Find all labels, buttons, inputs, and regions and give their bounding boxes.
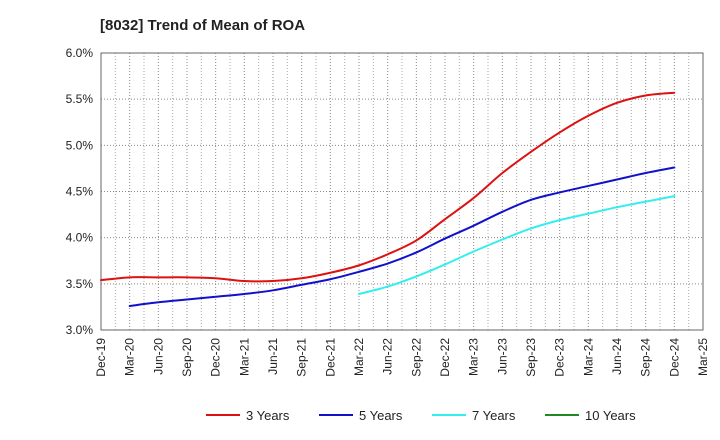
- x-tick-label: Mar-23: [467, 338, 481, 376]
- x-tick-label: Mar-24: [581, 338, 595, 376]
- x-tick-label: Sep-21: [295, 338, 309, 377]
- legend-label: 10 Years: [585, 408, 636, 423]
- x-tick-label: Jun-22: [381, 338, 395, 375]
- x-tick-label: Dec-20: [209, 338, 223, 377]
- x-tick-label: Sep-24: [639, 338, 653, 377]
- x-tick-label: Mar-25: [696, 338, 710, 376]
- series-line-3-years: [100, 91, 676, 283]
- y-tick-label: 3.0%: [66, 323, 94, 337]
- x-tick-label: Dec-22: [438, 338, 452, 377]
- series-line-7-years: [358, 195, 676, 295]
- x-tick-label: Sep-23: [524, 338, 538, 377]
- x-tick-label: Dec-24: [667, 338, 681, 377]
- x-tick-label: Dec-19: [94, 338, 108, 377]
- legend-item-10-years: 10 Years: [545, 408, 636, 423]
- x-tick-label: Mar-21: [237, 338, 251, 376]
- x-tick-label: Dec-23: [553, 338, 567, 377]
- x-tick-label: Sep-22: [409, 338, 423, 377]
- legend-label: 3 Years: [246, 408, 290, 423]
- grid-layer: [100, 52, 704, 331]
- legend-item-7-years: 7 Years: [432, 408, 516, 423]
- series-line-5-years: [128, 166, 676, 307]
- y-tick-label: 4.0%: [66, 231, 94, 245]
- x-tick-label: Sep-20: [180, 338, 194, 377]
- y-tick-label: 6.0%: [66, 46, 94, 60]
- y-tick-label: 5.0%: [66, 138, 94, 152]
- y-tick-label: 4.5%: [66, 185, 94, 199]
- legend-item-3-years: 3 Years: [206, 408, 290, 423]
- x-tick-label: Mar-20: [123, 338, 137, 376]
- plot-frame: [100, 52, 704, 331]
- x-tick-label: Jun-20: [151, 338, 165, 375]
- legend-label: 7 Years: [472, 408, 516, 423]
- axes-layer: 3.0% 3.5% 4.0% 4.5% 5.0% 5.5% 6.0% Dec-19 Mar-20…: [66, 46, 710, 377]
- x-tick-label: Mar-22: [352, 338, 366, 376]
- chart-title: [8032] Trend of Mean of ROA: [100, 17, 305, 34]
- y-tick-label: 5.5%: [66, 92, 94, 106]
- x-tick-label: Dec-21: [323, 338, 337, 377]
- x-tick-label: Jun-24: [610, 338, 624, 375]
- legend: 3 Years 5 Years 7 Years 10 Years: [206, 408, 636, 423]
- legend-item-5-years: 5 Years: [319, 408, 403, 423]
- x-tick-label: Jun-21: [266, 338, 280, 375]
- y-tick-label: 3.5%: [66, 277, 94, 291]
- x-tick-label: Jun-23: [495, 338, 509, 375]
- series-layer: [100, 91, 676, 307]
- legend-label: 5 Years: [359, 408, 403, 423]
